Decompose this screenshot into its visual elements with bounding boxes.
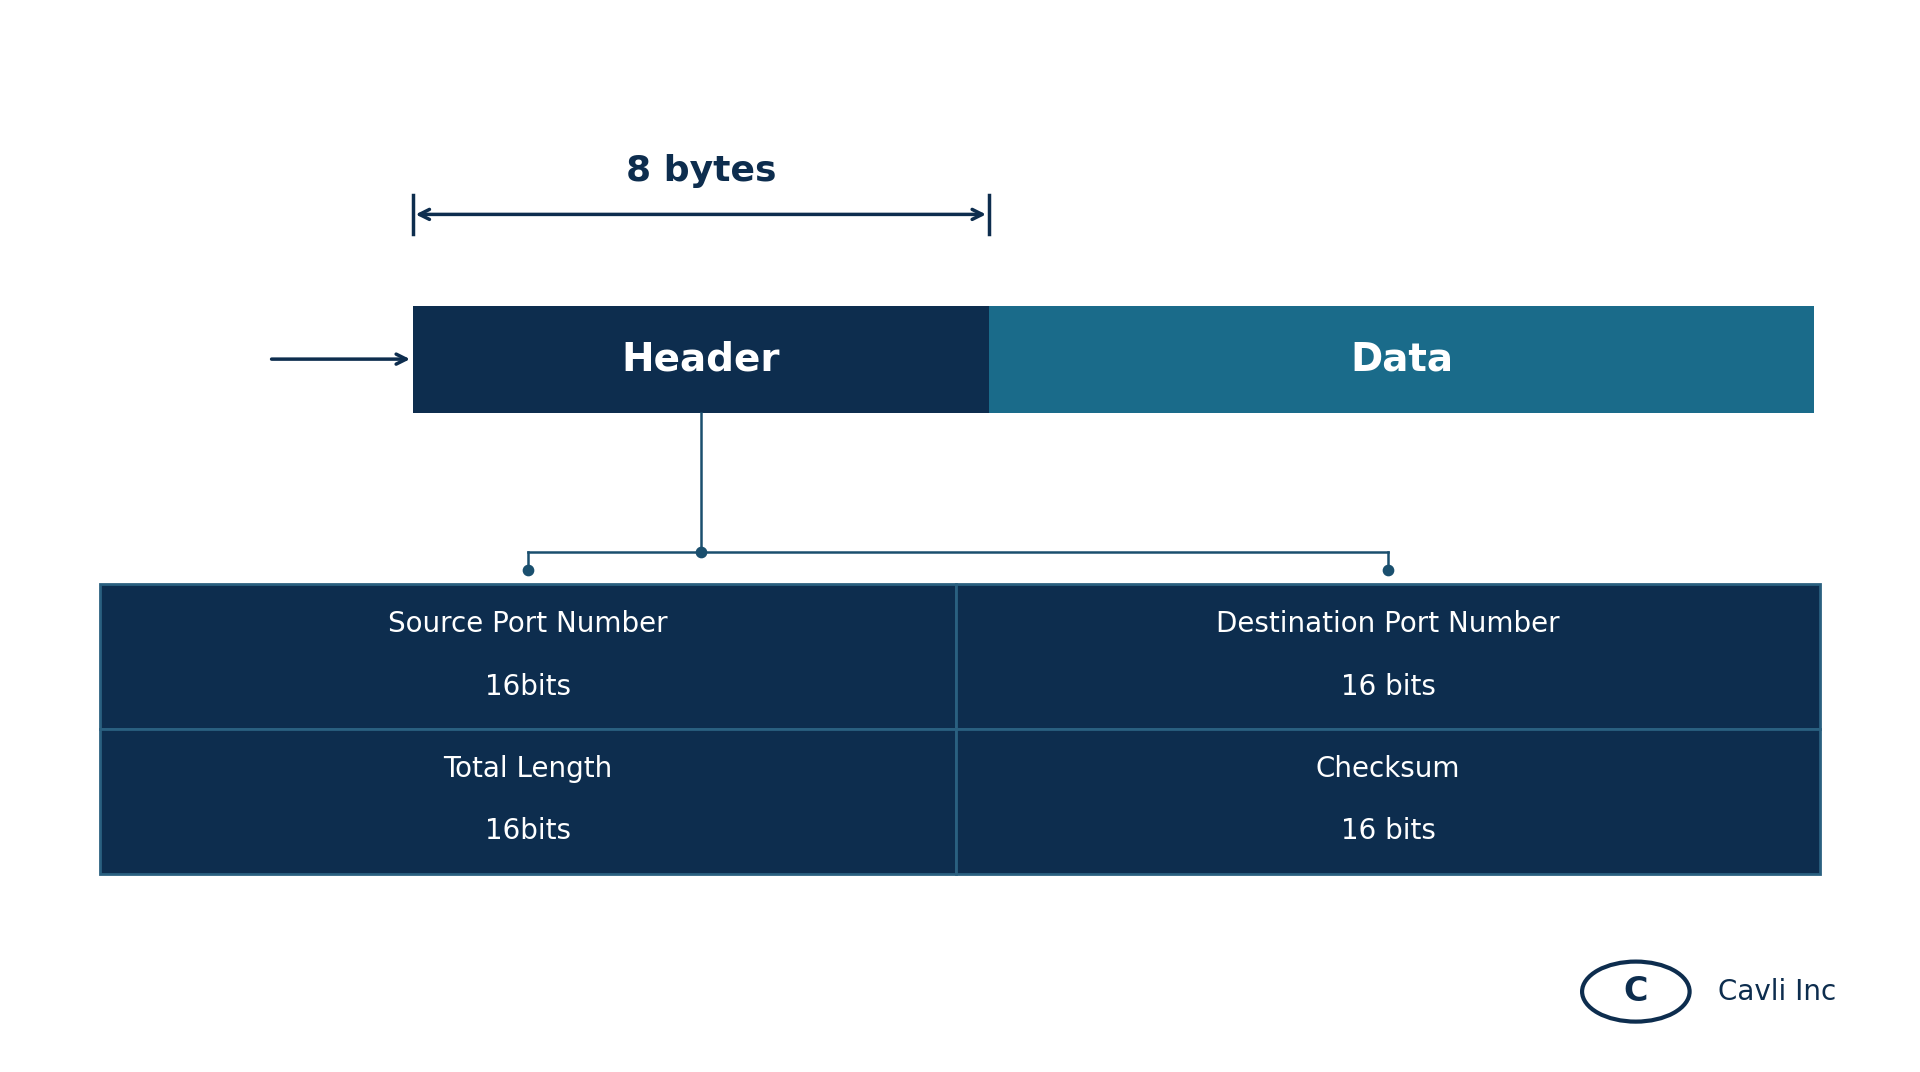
Text: Destination Port Number: Destination Port Number — [1217, 610, 1559, 639]
Text: Total Length: Total Length — [444, 755, 612, 784]
Bar — [100, 729, 956, 874]
Text: Cavli Inc: Cavli Inc — [1718, 978, 1837, 1006]
Point — [1373, 562, 1404, 579]
Bar — [956, 729, 1820, 874]
Text: 16 bits: 16 bits — [1340, 817, 1436, 846]
Point — [685, 544, 716, 561]
Bar — [956, 584, 1820, 729]
Text: Source Port Number: Source Port Number — [388, 610, 668, 639]
Text: 16 bits: 16 bits — [1340, 672, 1436, 701]
Bar — [100, 584, 956, 729]
Text: Data: Data — [1350, 340, 1453, 378]
Text: C: C — [1624, 976, 1647, 1008]
Text: 16bits: 16bits — [486, 817, 570, 846]
Text: Header: Header — [622, 340, 780, 378]
Bar — [989, 306, 1814, 413]
Point — [513, 562, 543, 579]
Text: 8 bytes: 8 bytes — [626, 153, 776, 188]
Text: Checksum: Checksum — [1315, 755, 1461, 784]
Bar — [413, 306, 989, 413]
Text: 16bits: 16bits — [486, 672, 570, 701]
